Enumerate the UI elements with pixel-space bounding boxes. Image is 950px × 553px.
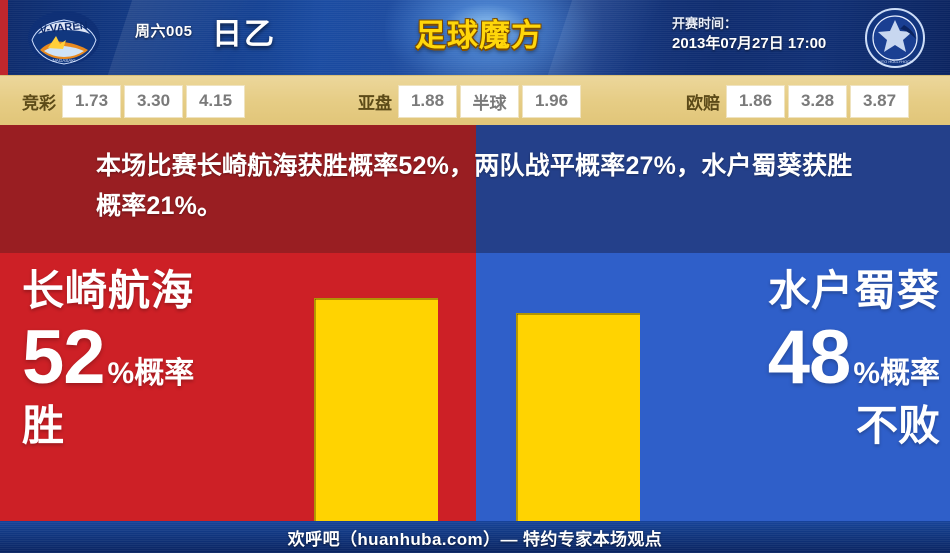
svg-text:NAGASAKI: NAGASAKI xyxy=(52,58,75,63)
odds-group-label: 亚盘 xyxy=(358,93,392,113)
brand-text: 足球魔方 xyxy=(415,18,543,53)
brand-flare xyxy=(385,0,605,75)
odds-cell-handicap[interactable]: 半球 xyxy=(461,85,518,117)
odds-cell-away[interactable]: 1.96 xyxy=(523,85,580,117)
odds-cell-away[interactable]: 4.15 xyxy=(187,85,244,117)
summary-left-half xyxy=(0,125,476,253)
header-left-stripe xyxy=(0,0,8,75)
odds-cell-draw[interactable]: 3.30 xyxy=(125,85,182,117)
away-verdict: 不败 xyxy=(855,402,940,449)
footer-text: 欢呼吧（huanhuba.com）— 特约专家本场观点 xyxy=(287,529,663,549)
odds-group-european: 欧赔 1.86 3.28 3.87 xyxy=(686,76,913,126)
kickoff-label: 开赛时间： xyxy=(672,16,738,31)
odds-cell-draw[interactable]: 3.28 xyxy=(789,85,846,117)
header-bar: V-VAREN NAGASAKI 周六005 日乙 足球魔方 开赛时间： 201… xyxy=(0,0,950,75)
summary-right-half xyxy=(476,125,950,253)
home-percent-row: 52 %概率 xyxy=(22,315,302,400)
svg-text:V-VAREN: V-VAREN xyxy=(39,20,88,37)
away-percent-value: 48 xyxy=(767,315,852,400)
away-percent-suffix: %概率 xyxy=(853,357,940,390)
odds-bar: 竞彩 1.73 3.30 4.15 亚盘 1.88 半球 1.96 欧赔 1.8… xyxy=(0,75,950,127)
v-varen-nagasaki-crest-icon: V-VAREN NAGASAKI xyxy=(18,4,110,70)
mito-hollyhock-crest-icon: MITO HOLLYHOCK xyxy=(862,5,928,71)
odds-group-asian: 亚盘 1.88 半球 1.96 xyxy=(358,76,585,126)
probability-chart: 长崎航海 52 %概率 胜 水户蜀葵 48 %概率 不败 xyxy=(0,253,950,522)
odds-cell-away[interactable]: 3.87 xyxy=(851,85,908,117)
home-probability-bar xyxy=(314,298,438,522)
odds-group-jingcai: 竞彩 1.73 3.30 4.15 xyxy=(22,76,249,126)
odds-cell-home[interactable]: 1.73 xyxy=(63,85,120,117)
home-verdict: 胜 xyxy=(22,402,65,449)
svg-text:MITO HOLLYHOCK: MITO HOLLYHOCK xyxy=(877,59,913,64)
odds-cell-home[interactable]: 1.86 xyxy=(727,85,784,117)
away-probability-bar xyxy=(516,313,640,522)
home-team-name: 长崎航海 xyxy=(22,267,195,314)
summary-banner: 本场比赛长崎航海获胜概率52%，两队战平概率27%，水户蜀葵获胜概率21%。 xyxy=(0,125,950,253)
away-percent-row: 48 %概率 xyxy=(652,315,940,400)
odds-cell-home[interactable]: 1.88 xyxy=(399,85,456,117)
away-team-name: 水户蜀葵 xyxy=(767,267,940,314)
brand-logo: 足球魔方 xyxy=(385,0,605,75)
home-percent-suffix: %概率 xyxy=(107,357,195,390)
odds-group-label: 欧赔 xyxy=(686,93,720,113)
kickoff-time: 2013年07月27日 17:00 xyxy=(672,35,827,52)
round-label: 周六005 xyxy=(135,23,193,40)
away-team-block: 水户蜀葵 48 %概率 不败 xyxy=(652,263,940,453)
league-name: 日乙 xyxy=(212,18,276,51)
home-team-block: 长崎航海 52 %概率 胜 xyxy=(22,263,302,453)
home-percent-value: 52 xyxy=(22,315,106,400)
summary-text: 本场比赛长崎航海获胜概率52%，两队战平概率27%，水户蜀葵获胜概率21%。 xyxy=(96,152,853,220)
kickoff-block: 开赛时间： 2013年07月27日 17:00 xyxy=(672,14,826,55)
odds-group-label: 竞彩 xyxy=(22,93,56,113)
footer-bar: 欢呼吧（huanhuba.com）— 特约专家本场观点 xyxy=(0,521,950,553)
